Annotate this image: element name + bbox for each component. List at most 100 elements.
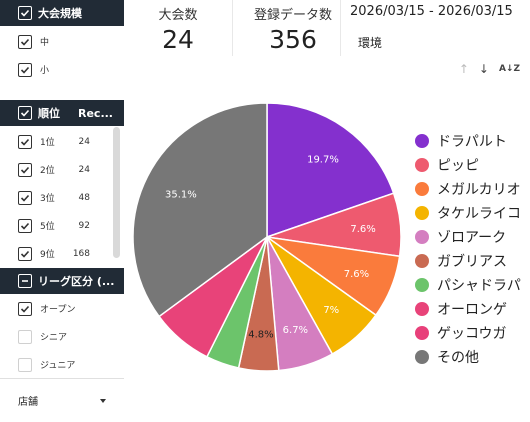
legend-label: パシャドラパ xyxy=(437,278,521,294)
scale-option-label: 中 xyxy=(40,38,50,48)
record-count-value: 356 xyxy=(269,25,317,54)
filter-option[interactable]: ジュニア xyxy=(0,351,112,378)
select-all-checkbox[interactable] xyxy=(18,6,32,20)
legend-label: その他 xyxy=(437,350,479,366)
scale-filter-header[interactable]: 大会規模 xyxy=(0,0,124,26)
rank-option-label: 9位 xyxy=(40,250,55,260)
env-filter-label[interactable]: 環境 xyxy=(358,36,383,50)
checked-checkbox[interactable] xyxy=(18,190,32,205)
store-dropdown[interactable]: 店舗 xyxy=(0,378,124,422)
legend-swatch xyxy=(415,326,429,340)
league-option-label: シニア xyxy=(40,333,68,343)
legend-label: メガルカリオ xyxy=(437,182,521,198)
rank-option-label: 3位 xyxy=(40,194,55,204)
rank-option-label: 1位 xyxy=(40,138,55,148)
checked-checkbox[interactable] xyxy=(18,34,32,49)
record-count-card: 登録データ数 356 xyxy=(238,0,348,56)
card-divider xyxy=(340,0,341,56)
legend-item[interactable]: オーロンゲ xyxy=(415,297,521,321)
legend-swatch xyxy=(415,350,429,364)
option-count: 92 xyxy=(78,220,90,231)
legend-item[interactable]: ドラパルト xyxy=(415,129,521,153)
option-count: 24 xyxy=(78,164,90,175)
filter-option[interactable]: 5位 92 xyxy=(0,212,112,239)
legend-label: ゲッコウガ xyxy=(437,326,507,342)
filter-option[interactable]: 2位 24 xyxy=(0,156,112,183)
sort-controls: ↑ ↓ A↓Z xyxy=(459,62,520,76)
rank-scrollbar[interactable] xyxy=(113,127,120,258)
legend-item[interactable]: タケルライコ xyxy=(415,201,521,225)
tournament-count-label: 大会数 xyxy=(158,8,198,23)
legend-item[interactable]: メガルカリオ xyxy=(415,177,521,201)
date-range-picker[interactable]: 2026/03/15 - 2026/03/15 xyxy=(350,4,513,19)
rank-option-label: 2位 xyxy=(40,166,55,176)
legend-swatch xyxy=(415,278,429,292)
filter-option[interactable]: シニア xyxy=(0,323,112,350)
legend-item[interactable]: その他 xyxy=(415,345,521,369)
rank-filter-title: 順位 xyxy=(38,107,60,120)
arrow-up-icon[interactable]: ↑ xyxy=(458,62,469,76)
checked-checkbox[interactable] xyxy=(18,301,32,316)
league-filter-header[interactable]: リーグ区分 (... xyxy=(0,268,124,294)
league-option-label: ジュニア xyxy=(40,361,76,371)
rank-filter-column[interactable]: Rec... xyxy=(78,106,113,120)
option-count: 168 xyxy=(72,248,90,259)
filter-panel: 大会規模 順位 Rec... リーグ区分 (... 店舗 中小 1位 24 2位 24 3… xyxy=(0,0,124,422)
filter-option[interactable]: 1位 24 xyxy=(0,128,112,155)
legend-label: タケルライコ xyxy=(437,206,521,222)
filter-option[interactable]: 3位 48 xyxy=(0,184,112,211)
rank-option-label: 5位 xyxy=(40,222,55,232)
card-divider xyxy=(232,0,233,56)
checked-checkbox[interactable] xyxy=(18,62,32,77)
legend-swatch xyxy=(415,134,429,148)
legend-label: ピッピ xyxy=(437,158,479,174)
legend-swatch xyxy=(415,182,429,196)
unchecked-checkbox[interactable] xyxy=(18,329,32,344)
store-dropdown-label: 店舗 xyxy=(18,397,38,408)
legend-label: オーロンゲ xyxy=(437,302,507,318)
legend-item[interactable]: ガブリアス xyxy=(415,249,521,273)
checked-checkbox[interactable] xyxy=(18,134,32,149)
slice-data-label: 7% xyxy=(323,305,339,316)
league-filter-title: リーグ区分 (... xyxy=(38,275,115,288)
legend-item[interactable]: ピッピ xyxy=(415,153,521,177)
checked-checkbox[interactable] xyxy=(18,246,32,261)
slice-data-label: 19.7% xyxy=(307,154,339,165)
legend-label: ゾロアーク xyxy=(437,230,507,246)
slice-data-label: 35.1% xyxy=(165,189,197,200)
legend-swatch xyxy=(415,302,429,316)
checked-checkbox[interactable] xyxy=(18,218,32,233)
partial-select-checkbox[interactable] xyxy=(18,274,32,288)
arrow-down-icon[interactable]: ↓ xyxy=(478,62,489,76)
filter-option[interactable]: 中 xyxy=(0,28,112,55)
pie-slice[interactable] xyxy=(132,102,268,318)
tournament-count-card: 大会数 24 xyxy=(124,0,232,56)
select-all-checkbox[interactable] xyxy=(18,106,32,120)
filter-option[interactable]: オープン xyxy=(0,295,112,322)
record-count-label: 登録データ数 xyxy=(253,8,332,23)
legend-item[interactable]: ゾロアーク xyxy=(415,225,521,249)
filter-option[interactable]: 9位 168 xyxy=(0,240,112,267)
league-option-label: オープン xyxy=(40,305,76,315)
pie-chart-panel: ↑ ↓ A↓Z 19.7% 7.6% 7.6% 7% 6.7% 4.8% 35.1% ドラパ… xyxy=(124,56,530,422)
checked-checkbox[interactable] xyxy=(18,162,32,177)
chevron-down-icon xyxy=(100,398,106,403)
tournament-count-value: 24 xyxy=(162,25,194,54)
slice-data-label: 7.6% xyxy=(344,269,369,280)
filter-option[interactable]: 小 xyxy=(0,56,112,83)
slice-data-label: 4.8% xyxy=(248,329,273,340)
option-count: 48 xyxy=(78,192,90,203)
rank-filter-header[interactable]: 順位 Rec... xyxy=(0,100,124,126)
legend-item[interactable]: パシャドラパ xyxy=(415,273,521,297)
legend-swatch xyxy=(415,230,429,244)
slice-data-label: 7.6% xyxy=(350,224,375,235)
legend-label: ガブリアス xyxy=(437,254,507,270)
legend-item[interactable]: ゲッコウガ xyxy=(415,321,521,345)
option-count: 24 xyxy=(78,136,90,147)
legend-swatch xyxy=(415,254,429,268)
pie-chart: 19.7% 7.6% 7.6% 7% 6.7% 4.8% 35.1% xyxy=(132,102,402,372)
unchecked-checkbox[interactable] xyxy=(18,357,32,372)
sort-az-icon[interactable]: A↓Z xyxy=(498,64,520,74)
legend-swatch xyxy=(415,206,429,220)
